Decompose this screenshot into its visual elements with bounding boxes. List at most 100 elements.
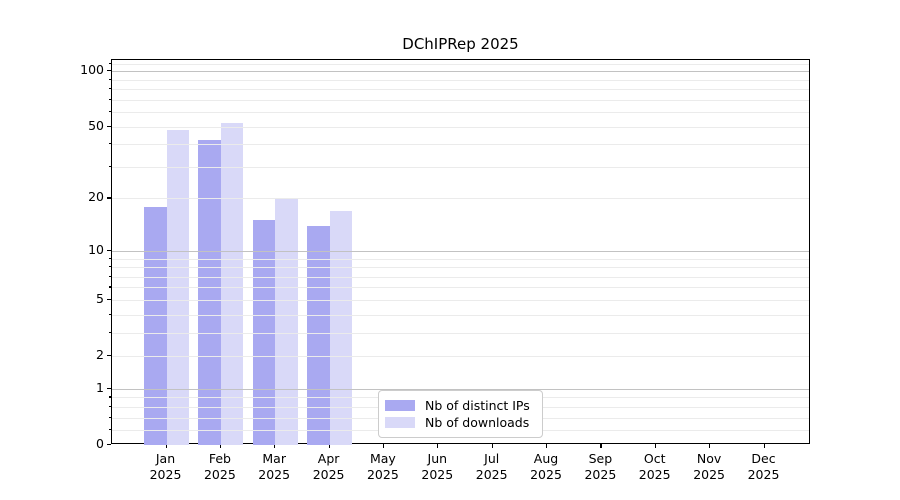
xtick-label-nov: Nov 2025 <box>679 451 739 483</box>
legend-label-distinct-ips: Nb of distinct IPs <box>425 398 530 413</box>
gridline-major-10 <box>112 250 809 252</box>
gridline-major-100 <box>112 71 809 73</box>
xtick-label-may: May 2025 <box>353 451 413 483</box>
gridline-minor-9 <box>112 258 809 260</box>
xtick-mark-sep <box>600 444 602 448</box>
ytick-minor-mark-8 <box>108 266 111 268</box>
ytick-minor-mark-0_8 <box>108 396 111 398</box>
ytick-mark-10 <box>106 249 111 251</box>
gridline-minor-2 <box>112 356 809 357</box>
xtick-label-feb: Feb 2025 <box>190 451 250 483</box>
gridline-minor-50 <box>112 126 809 128</box>
gridline-minor-110 <box>112 63 809 65</box>
ytick-minor-mark-90 <box>108 78 111 80</box>
plot-area <box>111 59 810 445</box>
xtick-year-jun: 2025 <box>421 467 454 482</box>
ytick-label-5: 5 <box>96 290 104 306</box>
ytick-label-50: 50 <box>88 117 104 133</box>
ytick-minor-mark-70 <box>108 98 111 100</box>
gridline-minor-20 <box>112 198 809 200</box>
bar-mar-downloads <box>275 198 298 445</box>
ytick-minor-mark-3 <box>108 331 111 333</box>
bar-apr-downloads <box>329 210 353 445</box>
xtick-month-aug: Aug <box>533 451 559 466</box>
xtick-year-aug: 2025 <box>530 467 562 482</box>
ytick-minor-mark-30 <box>108 165 111 168</box>
xtick-label-apr: Apr 2025 <box>299 451 359 483</box>
ytick-minor-mark-7 <box>108 275 111 277</box>
xtick-year-dec: 2025 <box>747 467 780 482</box>
gridline-minor-8 <box>112 267 809 268</box>
xtick-mark-may <box>382 444 385 448</box>
xtick-label-jan: Jan 2025 <box>136 451 196 483</box>
ytick-minor-mark-0_2 <box>108 429 111 431</box>
gridline-minor-6 <box>112 287 809 289</box>
gridline-minor-90 <box>112 79 809 81</box>
legend-item-downloads: Nb of downloads <box>385 414 534 431</box>
ytick-mark-5 <box>106 298 111 301</box>
ytick-minor-mark-0_4 <box>108 416 111 418</box>
xtick-mark-nov <box>709 444 711 448</box>
gridline-minor-5 <box>112 299 809 301</box>
legend-swatch-downloads <box>385 417 415 428</box>
ytick-mark-20 <box>106 197 111 199</box>
ytick-minor-mark-110 <box>108 62 111 64</box>
legend: Nb of distinct IPs Nb of downloads <box>378 390 543 438</box>
xtick-label-sep: Sep 2025 <box>570 451 630 483</box>
xtick-year-sep: 2025 <box>584 467 617 482</box>
xtick-month-jan: Jan <box>155 451 176 466</box>
ytick-label-20: 20 <box>88 189 104 205</box>
gridline-minor-30 <box>112 166 809 168</box>
legend-item-distinct-ips: Nb of distinct IPs <box>385 397 534 414</box>
xtick-month-dec: Dec <box>751 451 776 466</box>
gridline-minor-70 <box>112 99 809 101</box>
xtick-year-nov: 2025 <box>693 467 725 482</box>
ytick-label-2: 2 <box>96 347 104 362</box>
xtick-year-jan: 2025 <box>149 467 182 482</box>
xtick-month-jun: Jun <box>427 451 448 466</box>
xtick-label-oct: Oct 2025 <box>625 451 685 483</box>
xtick-year-may: 2025 <box>366 467 399 482</box>
xtick-mark-oct <box>654 444 656 448</box>
xtick-mark-jan <box>165 444 167 448</box>
ytick-minor-mark-4 <box>108 313 111 315</box>
bar-jan-distinct-ips <box>144 206 167 445</box>
xtick-year-jul: 2025 <box>475 467 508 482</box>
xtick-month-nov: Nov <box>696 451 722 466</box>
ytick-label-10: 10 <box>88 241 104 257</box>
ytick-label-1: 1 <box>96 379 104 395</box>
xtick-mark-dec <box>763 444 765 448</box>
gridline-minor-4 <box>112 314 809 316</box>
xtick-mark-feb <box>219 444 222 448</box>
ytick-mark-1 <box>106 387 111 390</box>
gridline-minor-3 <box>112 332 809 334</box>
bar-feb-distinct-ips <box>198 140 221 445</box>
xtick-year-feb: 2025 <box>203 467 236 482</box>
gridline-minor-7 <box>112 276 809 278</box>
xtick-label-aug: Aug 2025 <box>516 451 576 483</box>
bar-feb-downloads <box>220 123 244 445</box>
ytick-label-100: 100 <box>80 62 104 78</box>
gridline-minor-80 <box>112 89 809 91</box>
chart-title: DChIPRep 2025 <box>402 35 519 53</box>
xtick-month-oct: Oct <box>643 451 666 466</box>
gridline-minor-60 <box>112 112 809 114</box>
xtick-year-oct: 2025 <box>638 467 671 482</box>
xtick-label-jun: Jun 2025 <box>407 451 467 483</box>
legend-swatch-distinct-ips <box>385 400 415 411</box>
xtick-mark-mar <box>274 444 276 448</box>
xtick-mark-jun <box>437 444 439 448</box>
ytick-mark-0 <box>106 444 111 446</box>
xtick-year-mar: 2025 <box>258 467 291 482</box>
ytick-minor-mark-80 <box>108 88 111 90</box>
xtick-year-apr: 2025 <box>312 467 345 482</box>
ytick-minor-mark-40 <box>108 143 111 145</box>
xtick-month-may: May <box>369 451 396 466</box>
gridline-minor-40 <box>112 144 809 146</box>
xtick-mark-aug <box>546 444 548 448</box>
xtick-month-feb: Feb <box>208 451 231 466</box>
xtick-mark-jul <box>491 444 493 448</box>
xtick-label-dec: Dec 2025 <box>734 451 794 483</box>
xtick-month-mar: Mar <box>262 451 286 466</box>
